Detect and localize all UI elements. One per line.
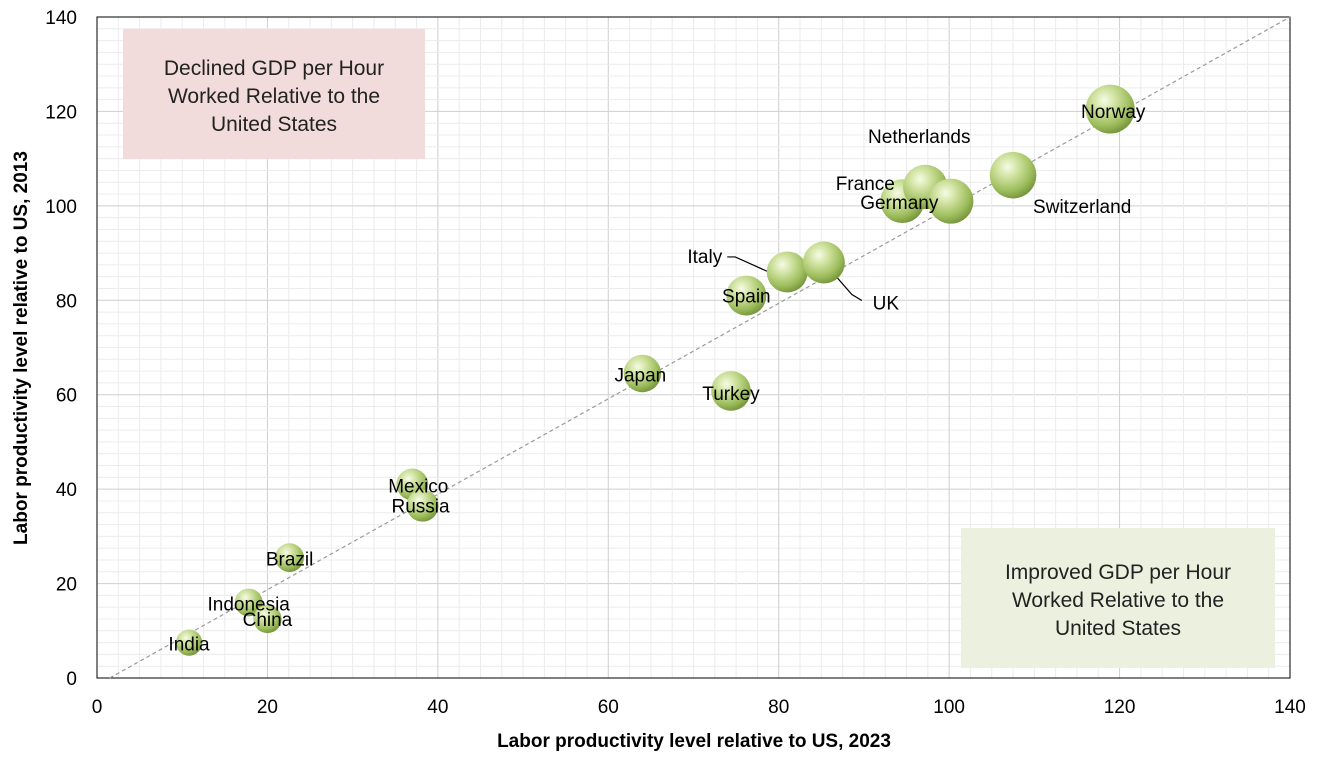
declined-annotation-line-2: Worked Relative to the [168,85,380,108]
improved-annotation-box: Improved GDP per Hour Worked Relative to… [961,528,1275,668]
point-russia [406,489,439,522]
label-china: China [243,610,293,631]
point-indonesia [234,588,263,617]
improved-annotation-line-3: United States [1055,617,1181,640]
point-turkey [711,371,751,411]
x-tick-label: 0 [92,697,103,718]
y-tick-label: 60 [56,386,77,407]
point-india [175,629,203,656]
x-tick-label: 120 [1104,697,1136,718]
improved-annotation-background [961,528,1275,668]
x-tick-label: 80 [768,697,789,718]
y-tick-label: 0 [66,669,77,690]
label-mexico: Mexico [388,476,448,497]
y-axis-ticks: 0 20 40 60 80 100 120 140 [45,8,77,690]
x-tick-label: 20 [257,697,278,718]
data-point-labels: Norway Switzerland Netherlands FranceGerman… [168,102,1145,656]
label-india: India [168,635,210,656]
improved-annotation-line-1: Improved GDP per Hour [1005,561,1231,584]
label-switzerland: Switzerland [1033,197,1131,218]
label-norway: Norway [1081,102,1146,123]
declined-annotation-box: Declined GDP per Hour Worked Relative to… [123,29,425,159]
x-axis-ticks: 0 20 40 60 80 100 120 140 [92,697,1306,718]
label-spain: Spain [722,287,771,308]
x-tick-label: 100 [933,697,965,718]
label-germany: Germany [860,193,939,214]
point-france [928,178,974,224]
x-tick-label: 140 [1274,697,1306,718]
y-tick-label: 40 [56,480,77,501]
label-france: France [836,174,895,195]
point-norway [1085,84,1135,134]
y-tick-label: 20 [56,575,77,596]
label-russia: Russia [391,497,450,518]
label-indonesia: Indonesia [207,594,290,615]
point-japan [623,354,662,393]
y-tick-label: 140 [45,8,77,29]
point-spain [726,275,767,316]
point-brazil [275,543,304,572]
label-japan: Japan [614,365,666,386]
declined-annotation-background [123,29,425,159]
label-uk: UK [873,294,900,315]
point-china [253,604,282,634]
data-points [175,84,1135,656]
label-netherlands: Netherlands [868,127,970,148]
x-tick-label: 60 [598,697,619,718]
x-tick-label: 40 [427,697,448,718]
equality-reference-line [109,16,1291,679]
point-uk [802,241,845,284]
plot-area-frame [96,16,1291,679]
y-tick-label: 100 [45,197,77,218]
label-brazil: Brazil [266,550,314,571]
label-turkey: Turkey [702,384,760,405]
improved-annotation-line-2: Worked Relative to the [1012,589,1224,612]
y-axis-title: Labor productivity level relative to US,… [11,151,32,545]
label-italy: Italy [687,247,722,268]
y-tick-label: 120 [45,102,77,123]
point-italy [766,251,808,293]
declined-annotation-line-1: Declined GDP per Hour [164,57,384,80]
y-tick-label: 80 [56,291,77,312]
x-axis-title: Labor productivity level relative to US,… [497,731,891,752]
declined-annotation-line-3: United States [211,113,337,136]
point-switzerland [989,151,1037,199]
